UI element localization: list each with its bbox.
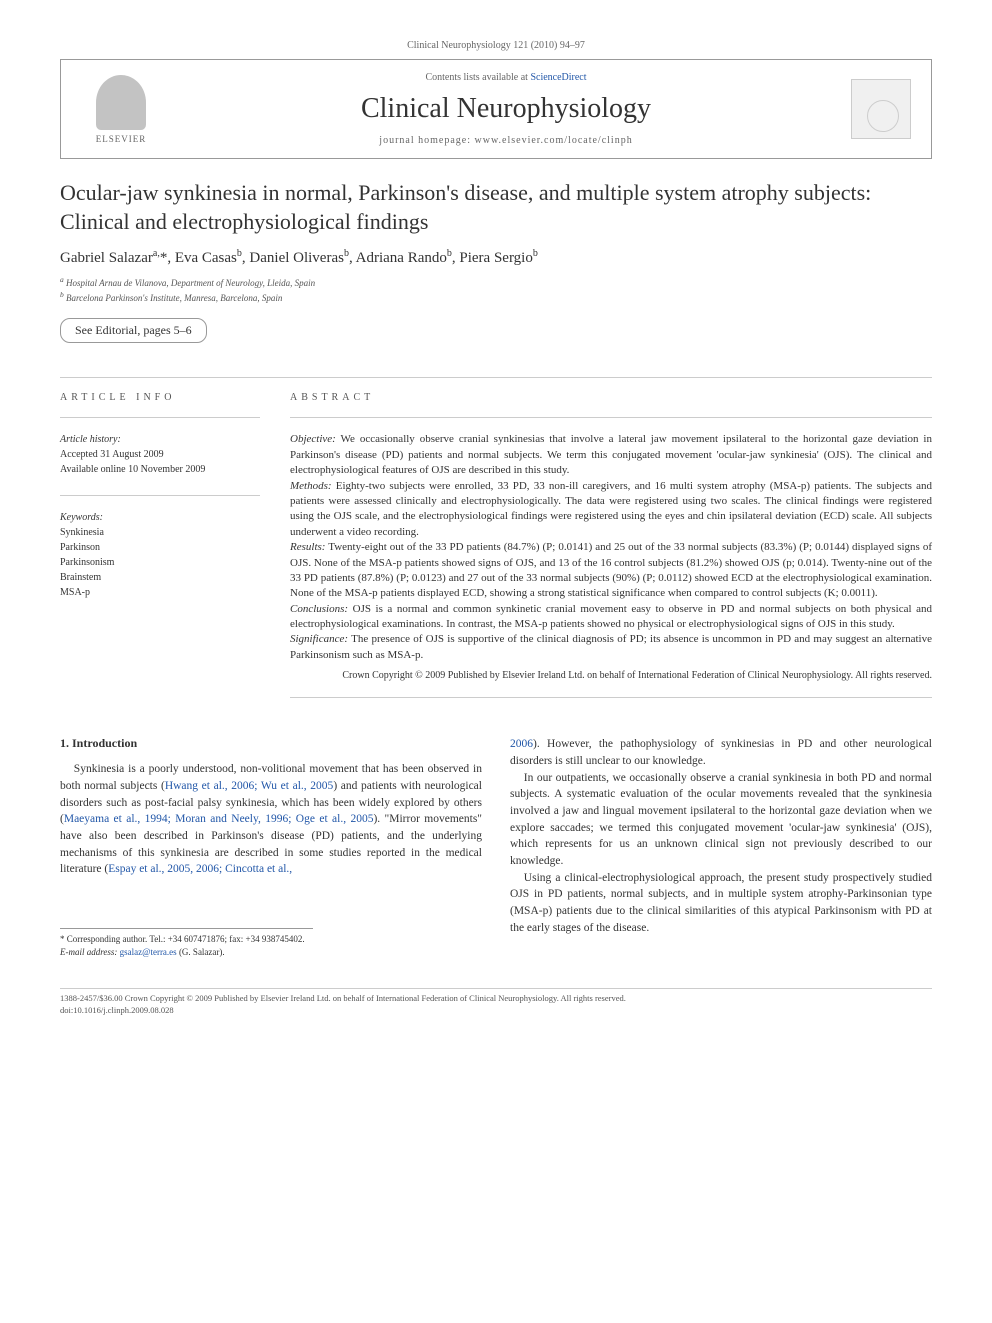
- significance-label: Significance:: [290, 633, 348, 645]
- contents-text: Contents lists available at: [425, 72, 530, 83]
- body-right-col: 2006). However, the pathophysiology of s…: [510, 736, 932, 958]
- keyword: Brainstem: [60, 570, 260, 585]
- journal-header-box: ELSEVIER Contents lists available at Sci…: [60, 59, 932, 159]
- methods-label: Methods:: [290, 480, 332, 492]
- author-list: Gabriel Salazara,*, Eva Casasb, Daniel O…: [60, 248, 932, 267]
- journal-cover-icon: [851, 79, 911, 139]
- abstract-col: ABSTRACT Objective: We occasionally obse…: [290, 392, 932, 712]
- article-history: Article history: Accepted 31 August 2009…: [60, 432, 260, 477]
- divider-top: [60, 377, 932, 378]
- accepted-date: Accepted 31 August 2009: [60, 447, 260, 462]
- keyword: Synkinesia: [60, 525, 260, 540]
- corresponding-author-footnote: * Corresponding author. Tel.: +34 607471…: [60, 928, 313, 958]
- keyword: Parkinsonism: [60, 555, 260, 570]
- keyword: MSA-p: [60, 585, 260, 600]
- journal-homepage: journal homepage: www.elsevier.com/locat…: [161, 135, 851, 146]
- citation[interactable]: 2006: [510, 738, 533, 750]
- para1-cont: ). However, the pathophysiology of synki…: [510, 738, 932, 767]
- abstract-body: Objective: We occasionally observe crani…: [290, 432, 932, 663]
- main-body-columns: 1. Introduction Synkinesia is a poorly u…: [60, 736, 932, 958]
- para2: In our outpatients, we occasionally obse…: [510, 770, 932, 870]
- affiliation-b: b Barcelona Parkinson's Institute, Manre…: [60, 290, 932, 305]
- email-label: E-mail address:: [60, 947, 117, 957]
- affiliations: a Hospital Arnau de Vilanova, Department…: [60, 275, 932, 304]
- corr-email[interactable]: gsalaz@terra.es: [120, 947, 177, 957]
- divider-info-1: [60, 417, 260, 418]
- section-title: Introduction: [72, 736, 137, 750]
- section-number: 1.: [60, 736, 69, 750]
- article-title: Ocular-jaw synkinesia in normal, Parkins…: [60, 179, 932, 236]
- citation[interactable]: Maeyama et al., 1994; Moran and Neely, 1…: [64, 813, 374, 825]
- corr-name-suffix: (G. Salazar).: [179, 947, 225, 957]
- online-date: Available online 10 November 2009: [60, 462, 260, 477]
- article-info-heading: ARTICLE INFO: [60, 392, 260, 403]
- methods-text: Eighty-two subjects were enrolled, 33 PD…: [290, 480, 932, 538]
- sciencedirect-link[interactable]: ScienceDirect: [530, 72, 586, 83]
- conclusions-text: OJS is a normal and common synkinetic cr…: [290, 603, 932, 630]
- keywords-label: Keywords:: [60, 510, 260, 525]
- body-left-text: Synkinesia is a poorly understood, non-v…: [60, 761, 482, 878]
- info-abstract-row: ARTICLE INFO Article history: Accepted 3…: [60, 392, 932, 712]
- footer-doi: doi:10.1016/j.clinph.2009.08.028: [60, 1005, 932, 1017]
- elsevier-tree-icon: [96, 75, 146, 130]
- header-center: Contents lists available at ScienceDirec…: [161, 72, 851, 146]
- section-heading-intro: 1. Introduction: [60, 736, 482, 751]
- results-text: Twenty-eight out of the 33 PD patients (…: [290, 541, 932, 599]
- results-label: Results:: [290, 541, 325, 553]
- divider-abs-2: [290, 697, 932, 698]
- keywords-block: Keywords: Synkinesia Parkinson Parkinson…: [60, 510, 260, 600]
- conclusions-label: Conclusions:: [290, 603, 348, 615]
- objective-text: We occasionally observe cranial synkines…: [290, 433, 932, 476]
- citation[interactable]: Hwang et al., 2006; Wu et al., 2005: [165, 780, 334, 792]
- objective-label: Objective:: [290, 433, 336, 445]
- divider-info-2: [60, 495, 260, 496]
- page-footer-copyright: 1388-2457/$36.00 Crown Copyright © 2009 …: [60, 988, 932, 1017]
- significance-text: The presence of OJS is supportive of the…: [290, 633, 932, 660]
- abstract-copyright: Crown Copyright © 2009 Published by Else…: [290, 669, 932, 683]
- journal-title: Clinical Neurophysiology: [161, 93, 851, 125]
- citation[interactable]: Espay et al., 2005, 2006; Cincotta et al…: [108, 863, 292, 875]
- affiliation-a: a Hospital Arnau de Vilanova, Department…: [60, 275, 932, 290]
- publisher-logo: ELSEVIER: [81, 75, 161, 144]
- body-left-col: 1. Introduction Synkinesia is a poorly u…: [60, 736, 482, 958]
- keyword: Parkinson: [60, 540, 260, 555]
- publisher-name: ELSEVIER: [96, 134, 147, 144]
- history-label: Article history:: [60, 432, 260, 447]
- homepage-label: journal homepage:: [379, 135, 474, 146]
- homepage-url[interactable]: www.elsevier.com/locate/clinph: [475, 135, 633, 146]
- corr-contact: * Corresponding author. Tel.: +34 607471…: [60, 933, 313, 946]
- footer-line1: 1388-2457/$36.00 Crown Copyright © 2009 …: [60, 993, 932, 1005]
- para3: Using a clinical-electrophysiological ap…: [510, 870, 932, 937]
- contents-available-line: Contents lists available at ScienceDirec…: [161, 72, 851, 83]
- body-right-text: 2006). However, the pathophysiology of s…: [510, 736, 932, 936]
- journal-ref-top: Clinical Neurophysiology 121 (2010) 94–9…: [60, 40, 932, 51]
- divider-abs-1: [290, 417, 932, 418]
- article-info-col: ARTICLE INFO Article history: Accepted 3…: [60, 392, 260, 712]
- abstract-heading: ABSTRACT: [290, 392, 932, 403]
- editorial-note-box[interactable]: See Editorial, pages 5–6: [60, 318, 207, 343]
